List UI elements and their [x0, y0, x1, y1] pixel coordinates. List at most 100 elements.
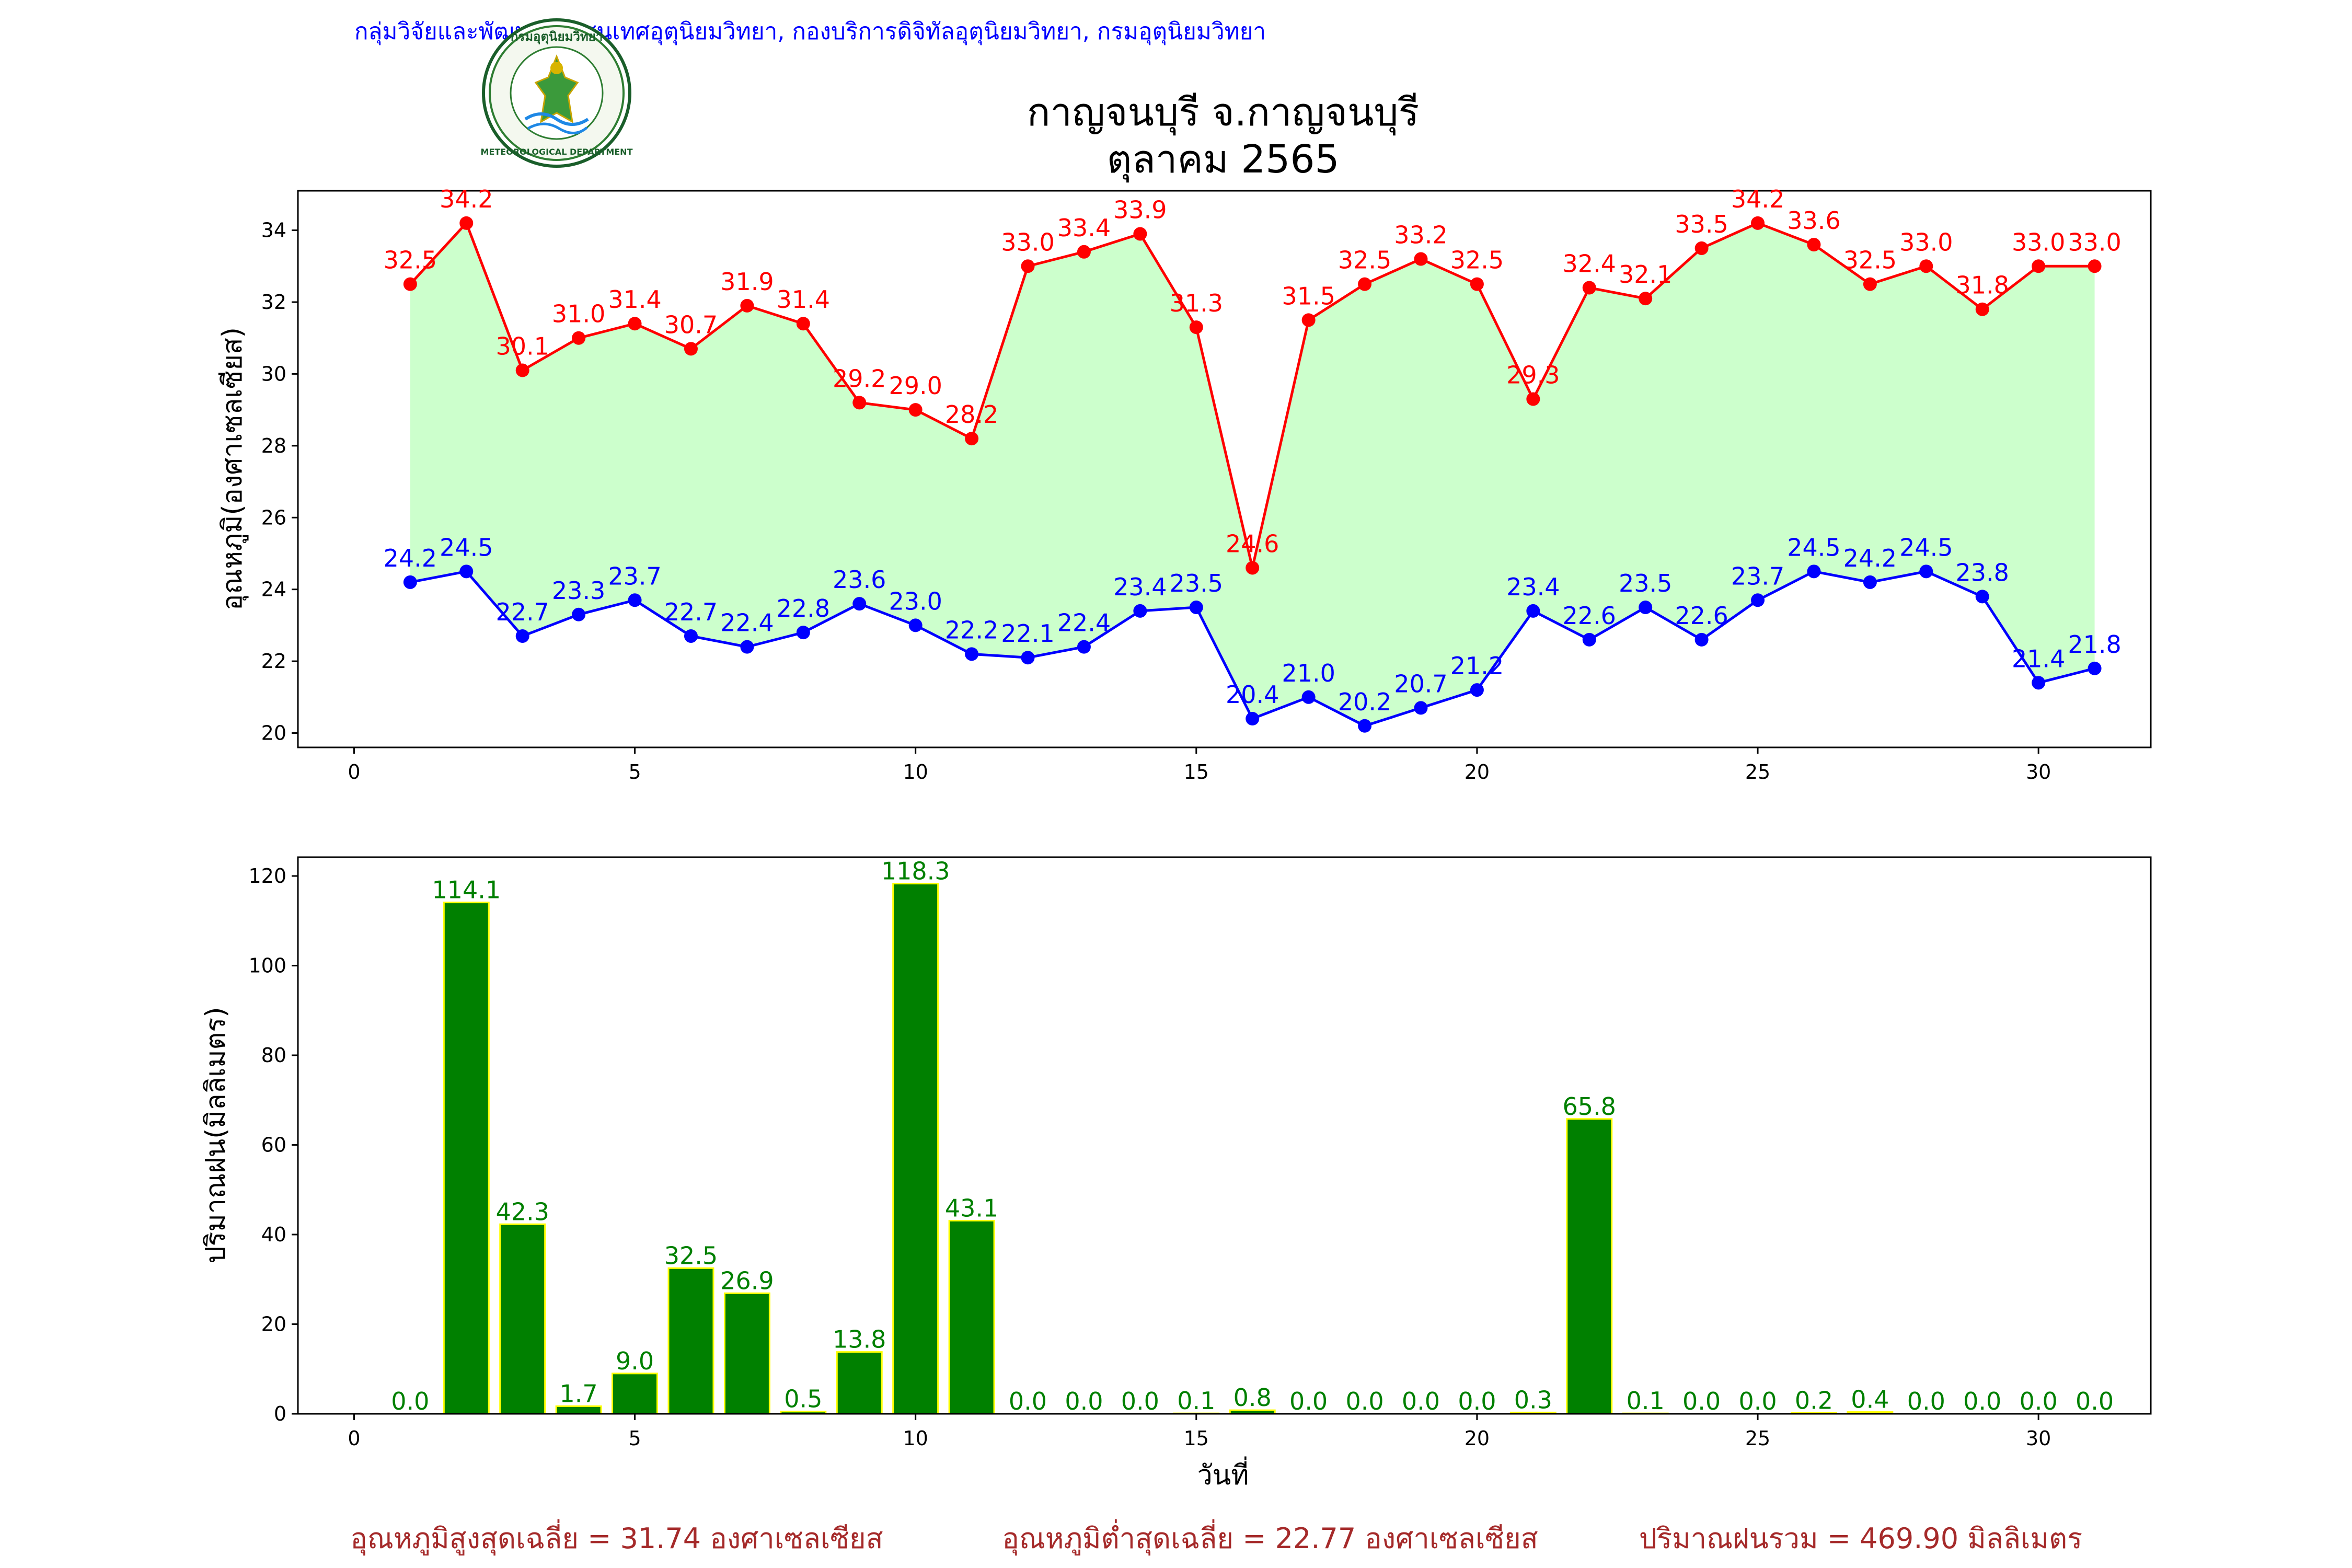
min-temperature-point: [1414, 701, 1428, 715]
rainfall-x-tick-label: 25: [1745, 1427, 1770, 1450]
temperature-y-tick-label: 26: [261, 506, 286, 529]
footer-avg-max-temp: อุณหภูมิสูงสุดเฉลี่ย = 31.74 องศาเซลเซีย…: [350, 1519, 883, 1556]
rainfall-y-tick-label: 100: [248, 954, 286, 977]
rainfall-y-tick-label: 0: [274, 1402, 286, 1425]
min-temperature-point: [403, 575, 417, 589]
rainfall-data-label: 0.8: [1233, 1383, 1272, 1412]
min-temperature-data-label: 21.8: [2068, 630, 2121, 659]
max-temperature-point: [1694, 241, 1709, 255]
max-temperature-data-label: 31.0: [552, 300, 605, 328]
rainfall-x-tick-label: 0: [348, 1427, 360, 1450]
rainfall-data-label: 43.1: [945, 1194, 998, 1222]
max-temperature-data-label: 33.5: [1675, 210, 1728, 238]
max-temperature-point: [572, 331, 586, 345]
rainfall-data-label: 0.0: [1682, 1387, 1721, 1415]
max-temperature-point: [1751, 216, 1765, 230]
rainfall-data-label: 0.0: [1907, 1387, 1945, 1415]
min-temperature-data-label: 22.1: [1001, 619, 1054, 648]
min-temperature-point: [1582, 632, 1596, 647]
rainfall-y-tick-label: 40: [261, 1223, 286, 1246]
min-temperature-point: [459, 564, 474, 579]
min-temperature-point: [1358, 719, 1372, 733]
rainfall-x-tick-label: 5: [628, 1427, 641, 1450]
org-header: กลุ่มวิจัยและพัฒนาสารสนเทศอุตุนิยมวิทยา,…: [354, 18, 1266, 45]
max-temperature-point: [965, 432, 979, 446]
rainfall-data-label: 0.0: [391, 1387, 429, 1415]
max-temperature-data-label: 32.5: [1843, 246, 1897, 274]
max-temperature-point: [628, 317, 642, 331]
max-temperature-point: [1470, 277, 1484, 291]
max-temperature-data-label: 31.4: [608, 285, 661, 314]
max-temperature-data-label: 31.4: [777, 285, 830, 314]
min-temperature-data-label: 23.0: [889, 587, 942, 615]
min-temperature-point: [1077, 640, 1091, 654]
max-temperature-data-label: 31.8: [1956, 271, 2009, 299]
rainfall-data-label: 0.0: [2020, 1387, 2058, 1415]
temperature-y-tick-label: 34: [261, 219, 286, 242]
rainfall-bar: [948, 1219, 995, 1415]
temperature-y-tick-label: 20: [261, 722, 286, 745]
max-temperature-data-label: 29.0: [889, 372, 942, 400]
max-temperature-point: [2088, 259, 2102, 273]
max-temperature-point: [403, 277, 417, 291]
rainfall-bar: [1566, 1118, 1613, 1415]
max-temperature-data-label: 33.0: [1001, 228, 1054, 256]
max-temperature-data-label: 24.6: [1226, 529, 1279, 558]
min-temperature-point: [1301, 690, 1316, 704]
rainfall-plot-frame: [297, 856, 2152, 1415]
temperature-chart: 0 5 10 15 20 25 30 20 22 24 26 28 30 32 34 32.5 34.2 30.…: [217, 185, 2152, 783]
min-temperature-data-label: 22.7: [495, 598, 549, 626]
max-temperature-point: [684, 342, 698, 356]
max-temperature-point: [1077, 245, 1091, 259]
rainfall-y-tick-label: 20: [261, 1313, 286, 1336]
temperature-y-tick-label: 28: [261, 434, 286, 457]
min-temperature-data-label: 24.5: [1899, 533, 1953, 561]
temperature-range-fill: [410, 223, 2095, 726]
footer-total-rain: ปริมาณฝนรวม = 469.90 มิลลิเมตร: [1639, 1522, 2082, 1555]
rainfall-x-tick-label: 30: [2026, 1427, 2051, 1450]
max-temperature-point: [1133, 227, 1147, 241]
max-temperature-data-label: 33.0: [1899, 228, 1953, 256]
max-temperature-point: [796, 317, 810, 331]
max-temperature-point: [1358, 277, 1372, 291]
max-temperature-data-label: 33.9: [1113, 195, 1167, 224]
min-temperature-data-label: 21.2: [1450, 652, 1504, 680]
min-temperature-data-label: 22.7: [664, 598, 718, 626]
min-temperature-data-label: 23.7: [1731, 562, 1784, 590]
min-temperature-point: [1751, 593, 1765, 607]
logo-text-bottom: METEOROLOGICAL DEPARTMENT: [481, 147, 633, 157]
min-temperature-point: [628, 593, 642, 607]
max-temperature-data-label: 33.6: [1787, 206, 1840, 235]
max-temperature-data-label: 29.3: [1506, 361, 1560, 389]
rainfall-data-label: 114.1: [432, 876, 501, 904]
rainfall-data-label: 65.8: [1563, 1092, 1616, 1121]
min-temperature-data-label: 23.5: [1170, 569, 1223, 597]
min-temperature-data-label: 23.3: [552, 577, 605, 605]
temperature-x-tick-label: 10: [903, 760, 928, 783]
max-temperature-point: [1919, 259, 1933, 273]
max-temperature-data-label: 34.2: [1731, 185, 1784, 213]
max-temperature-point: [1639, 292, 1653, 306]
temperature-x-tick-label: 30: [2026, 760, 2051, 783]
min-temperature-data-label: 23.4: [1506, 573, 1560, 601]
min-temperature-point: [740, 640, 754, 654]
min-temperature-data-label: 22.4: [720, 609, 774, 637]
max-temperature-point: [1863, 277, 1877, 291]
temperature-y-tick-label: 22: [261, 650, 286, 673]
temperature-x-tick-label: 5: [628, 760, 641, 783]
min-temperature-data-label: 22.4: [1057, 609, 1111, 637]
rainfall-x-axis-label: วันที่: [1197, 1456, 1249, 1491]
rainfall-data-label: 26.9: [720, 1266, 774, 1295]
min-temperature-data-label: 23.6: [833, 566, 886, 594]
rainfall-bar: [836, 1351, 883, 1415]
rainfall-data-label: 0.5: [784, 1385, 822, 1413]
rainfall-data-label: 9.0: [616, 1347, 654, 1375]
rainfall-y-tick-label: 120: [248, 864, 286, 887]
rainfall-bar: [612, 1373, 659, 1415]
rainfall-y-tick-label: 60: [261, 1134, 286, 1157]
min-temperature-point: [572, 607, 586, 621]
max-temperature-point: [1975, 302, 1989, 316]
min-temperature-data-label: 22.6: [1675, 602, 1728, 630]
min-temperature-point: [684, 629, 698, 643]
rainfall-data-label: 1.7: [560, 1379, 598, 1408]
